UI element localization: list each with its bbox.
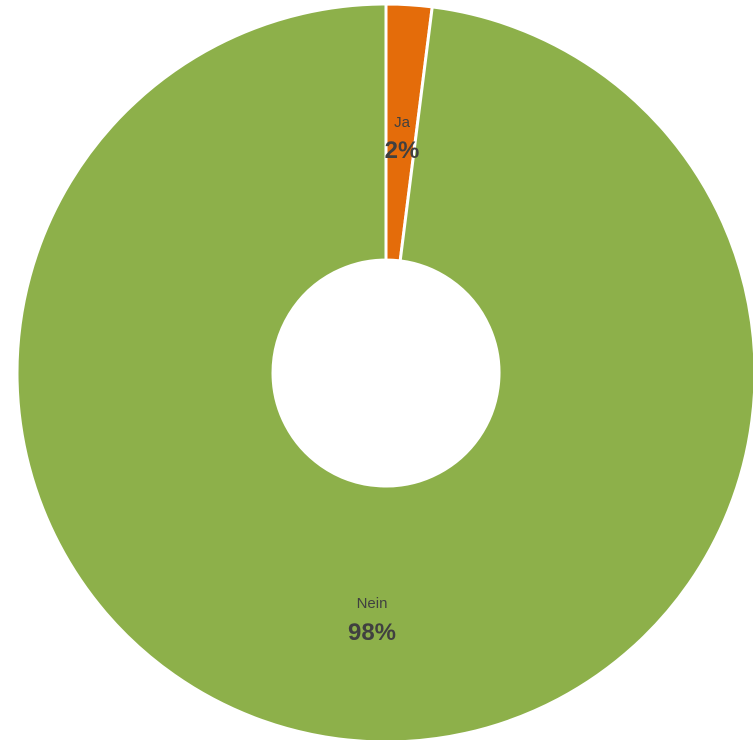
slice-nein-category-label: Nein <box>357 595 388 612</box>
labels-layer: Ja 2% Nein 98% <box>348 114 419 646</box>
slice-nein-percent-label: 98% <box>348 619 396 646</box>
slice-ja-percent-label: 2% <box>385 137 420 164</box>
slice-nein <box>15 2 753 740</box>
slice-ja-category-label: Ja <box>394 114 411 131</box>
slices-layer <box>15 2 753 740</box>
